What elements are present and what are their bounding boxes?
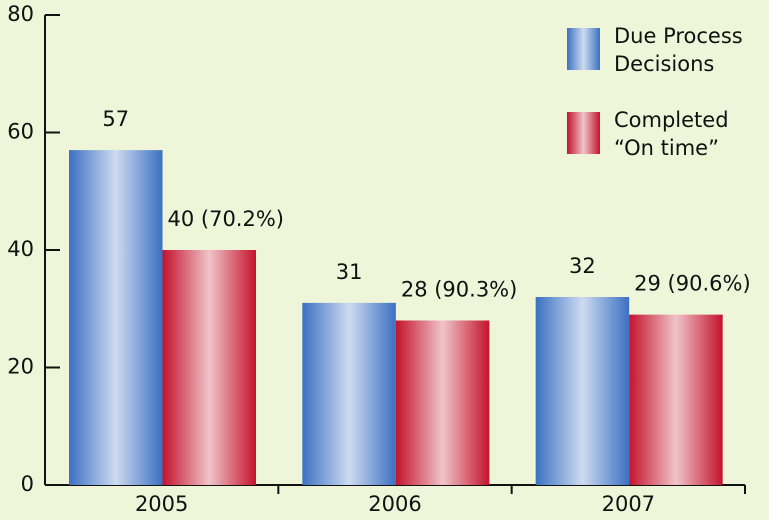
value-label: 32	[569, 254, 596, 278]
legend-label: Due Process Decisions	[614, 24, 743, 76]
value-label: 40 (70.2%)	[168, 207, 285, 231]
x-tick-label: 2007	[602, 492, 655, 516]
y-tick-label: 0	[21, 472, 34, 496]
y-tick-label: 60	[7, 120, 34, 144]
legend-swatch	[567, 28, 600, 70]
y-tick-label: 40	[7, 237, 34, 261]
value-label: 29 (90.6%)	[634, 272, 751, 296]
y-tick-label: 80	[7, 2, 34, 26]
bar	[535, 297, 630, 485]
bar	[302, 302, 396, 485]
x-tick-label: 2005	[135, 492, 188, 516]
legend-label: Completed “On time”	[614, 108, 729, 160]
value-label: 57	[102, 107, 129, 131]
bar	[629, 314, 723, 485]
bar	[395, 320, 490, 485]
bar	[162, 250, 256, 485]
y-tick-label: 20	[7, 355, 34, 379]
x-tick-label: 2006	[368, 492, 421, 516]
legend-swatch	[567, 112, 600, 154]
bar	[69, 150, 163, 485]
value-label: 31	[336, 260, 363, 284]
value-label: 28 (90.3%)	[401, 278, 518, 302]
